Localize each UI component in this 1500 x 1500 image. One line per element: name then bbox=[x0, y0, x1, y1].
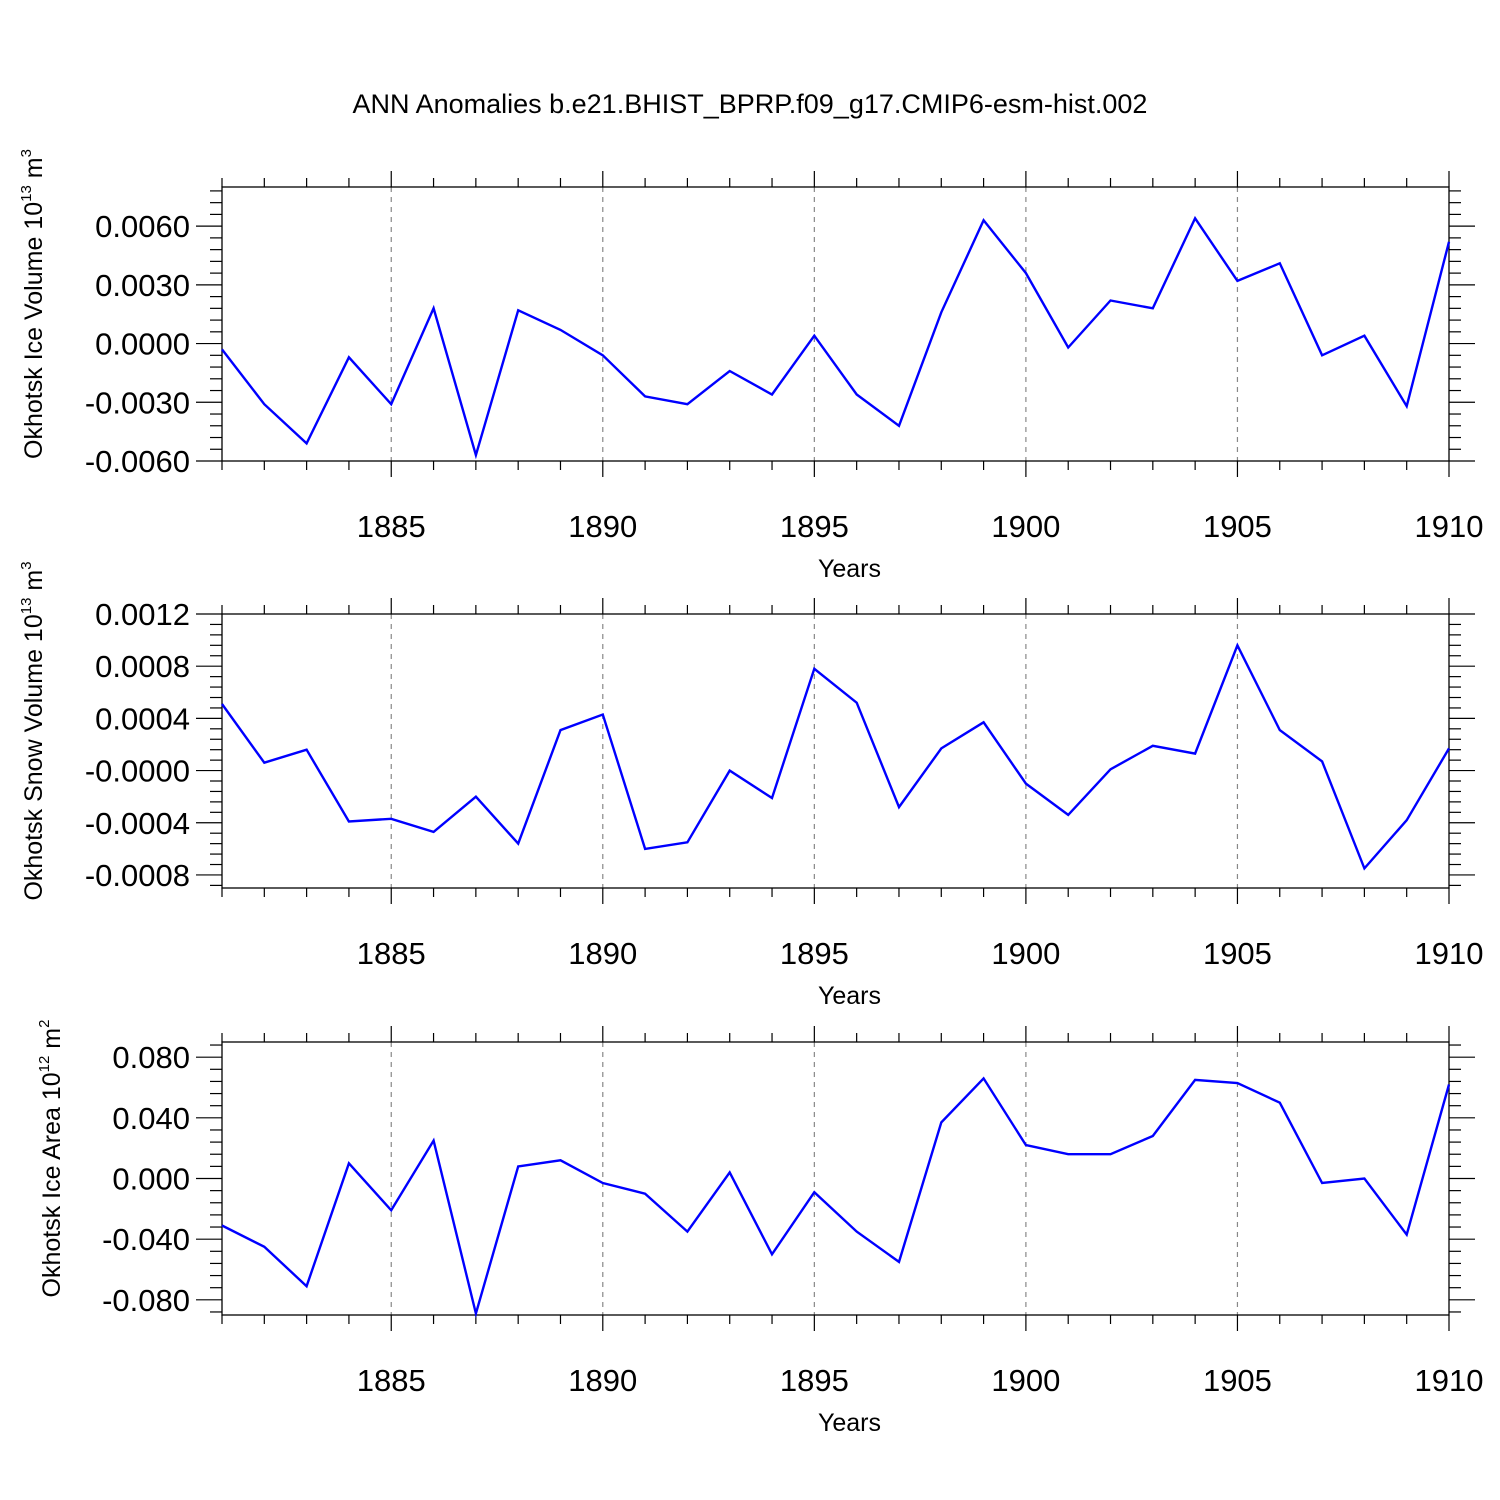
x-tick-label-1905: 1905 bbox=[1203, 1363, 1272, 1398]
plot-frame bbox=[221, 1041, 1450, 1316]
x-tick-label-1885: 1885 bbox=[357, 936, 426, 971]
panel-1: 1885 1890 1895 1900 1905 1910 Years -0.0060 -0.0… bbox=[18, 149, 1483, 583]
x-tick-label-1900: 1900 bbox=[991, 936, 1060, 971]
y-tick-label: -0.040 bbox=[102, 1222, 190, 1257]
y-tick-label: 0.0060 bbox=[95, 209, 190, 244]
x-tick-label-1885: 1885 bbox=[357, 1363, 426, 1398]
y-tick-label: -0.0008 bbox=[85, 858, 190, 893]
x-tick-label-1895: 1895 bbox=[780, 1363, 849, 1398]
y-tick-label: -0.0030 bbox=[85, 385, 190, 420]
y-tick-label: 0.000 bbox=[112, 1162, 190, 1197]
x-tick-label-1890: 1890 bbox=[568, 509, 637, 544]
x-tick-label-1900: 1900 bbox=[991, 509, 1060, 544]
y-tick-label: 0.040 bbox=[112, 1101, 190, 1136]
y-tick-label: 0.0030 bbox=[95, 268, 190, 303]
x-tick-label-1890: 1890 bbox=[568, 1363, 637, 1398]
x-axis-label: Years bbox=[818, 982, 881, 1010]
y-tick-label: 0.0012 bbox=[95, 597, 190, 632]
y-tick-label: -0.0060 bbox=[85, 444, 190, 479]
y-tick-label: 0.0000 bbox=[95, 327, 190, 362]
y-tick-label: 0.0004 bbox=[95, 701, 190, 736]
panel-2: 1885 1890 1895 1900 1905 1910 Years -0.0008 -0.0… bbox=[18, 561, 1483, 1010]
x-tick-label-1890: 1890 bbox=[568, 936, 637, 971]
x-tick-label-1905: 1905 bbox=[1203, 936, 1272, 971]
x-tick-label-1895: 1895 bbox=[780, 936, 849, 971]
x-tick-label-1905: 1905 bbox=[1203, 509, 1272, 544]
plot-frame bbox=[221, 186, 1450, 462]
series-line-okhotsk-ice-area bbox=[221, 1076, 1451, 1319]
x-tick-label-1900: 1900 bbox=[991, 1363, 1060, 1398]
x-tick-label-1910: 1910 bbox=[1415, 509, 1484, 544]
y-tick-label: -0.0000 bbox=[85, 754, 190, 789]
panel-3: 1885 1890 1895 1900 1905 1910 Years -0.080 -0.04… bbox=[36, 1020, 1483, 1437]
x-axis-label: Years bbox=[818, 1409, 881, 1437]
y-tick-label: -0.080 bbox=[102, 1283, 190, 1318]
y-axis-label: Okhotsk Ice Area 1012 m2 bbox=[36, 1020, 66, 1298]
x-axis-label: Years bbox=[818, 555, 881, 583]
y-axis-label: Okhotsk Snow Volume 1013 m3 bbox=[18, 561, 48, 900]
x-tick-label-1910: 1910 bbox=[1415, 936, 1484, 971]
series-line-okhotsk-ice-volume bbox=[221, 215, 1451, 460]
chart-title: ANN Anomalies b.e21.BHIST_BPRP.f09_g17.C… bbox=[353, 89, 1148, 119]
x-tick-label-1885: 1885 bbox=[357, 509, 426, 544]
x-tick-label-1910: 1910 bbox=[1415, 1363, 1484, 1398]
y-axis-label: Okhotsk Ice Volume 1013 m3 bbox=[18, 149, 48, 459]
x-tick-label-1895: 1895 bbox=[780, 509, 849, 544]
series-line-okhotsk-snow-volume bbox=[221, 642, 1451, 871]
y-tick-label: 0.080 bbox=[112, 1040, 190, 1075]
plot-frame bbox=[221, 613, 1450, 889]
y-tick-label: 0.0008 bbox=[95, 649, 190, 684]
y-tick-label: -0.0004 bbox=[85, 806, 190, 841]
